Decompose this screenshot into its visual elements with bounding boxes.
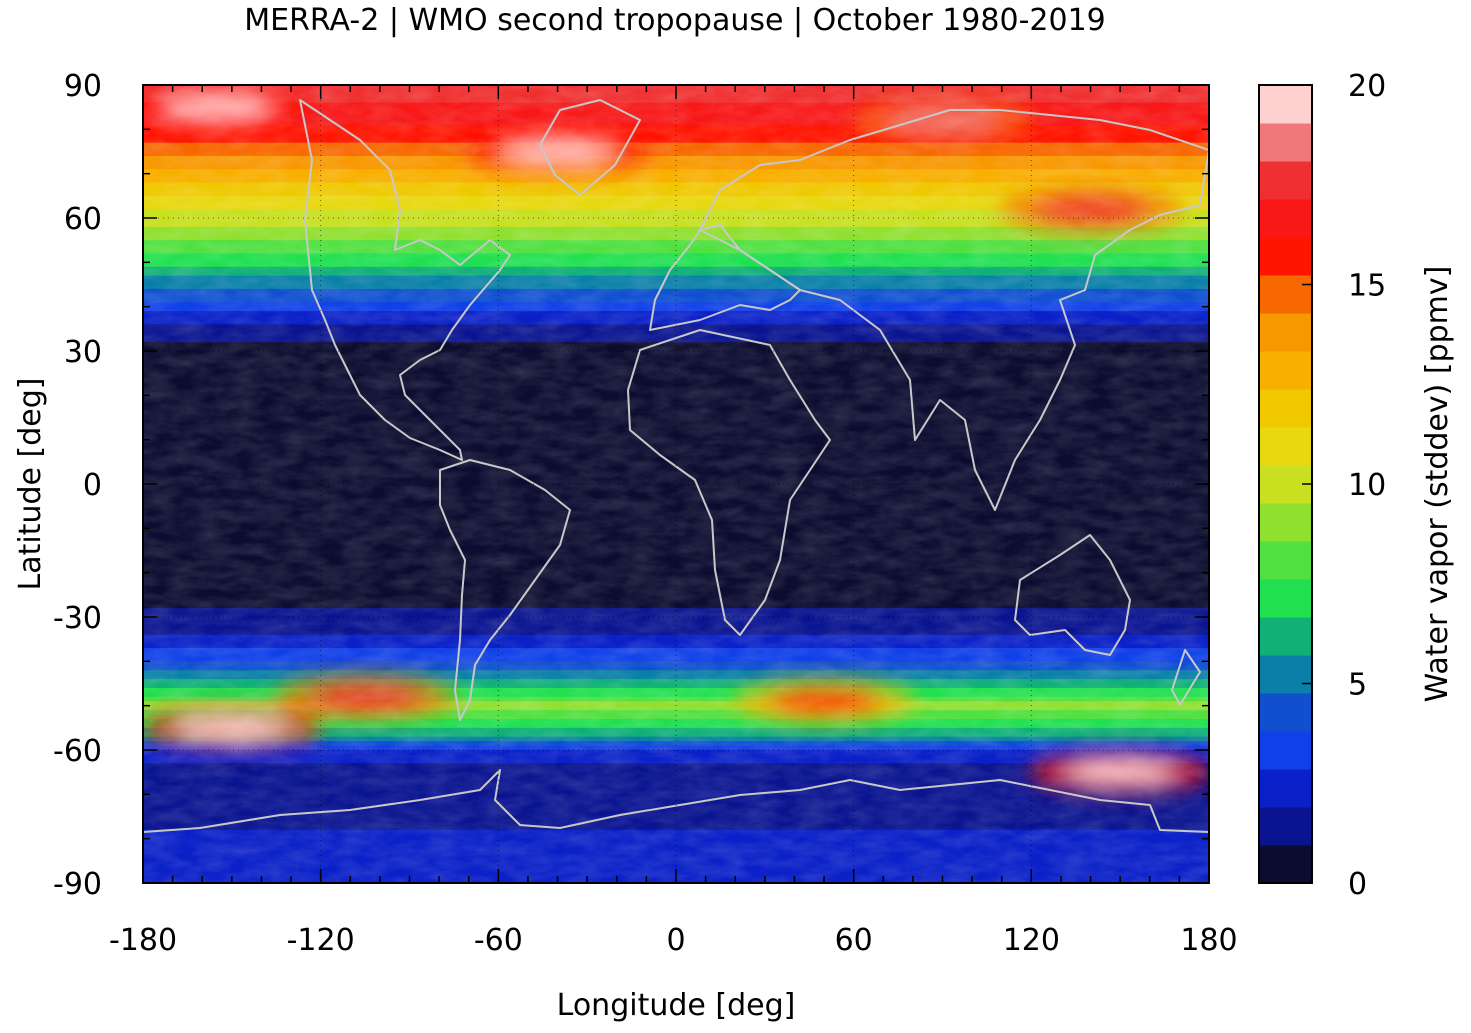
chart-title: MERRA-2 | WMO second tropopause | Octobe… <box>244 3 1106 38</box>
coastline-asia <box>699 109 1209 511</box>
colorbar-segment <box>1259 845 1312 884</box>
coastline-antarctica <box>143 769 1209 833</box>
coastlines <box>143 99 1209 833</box>
colorbar-segment <box>1259 579 1312 618</box>
colorbar-tick-label: 10 <box>1348 468 1386 503</box>
coastline-new-zealand <box>1171 649 1201 706</box>
colorbar-segment <box>1259 617 1312 656</box>
colorbar-label: Water vapor (stddev) [ppmv] <box>1420 266 1455 703</box>
colorbar-segment <box>1259 807 1312 846</box>
x-tick-label: 0 <box>666 923 685 958</box>
x-axis-label: Longitude [deg] <box>557 988 796 1023</box>
y-tick-label: 0 <box>83 468 102 503</box>
x-axis-ticks: -180 -120 -60 0 60 120 180 <box>109 85 1238 958</box>
y-tick-label: -60 <box>53 734 102 769</box>
y-tick-label: 60 <box>64 202 102 237</box>
y-tick-label: 30 <box>64 335 102 370</box>
colorbar-tick-label: 20 <box>1348 69 1386 104</box>
colorbar-tick-label: 0 <box>1348 867 1367 902</box>
colorbar-segment <box>1259 275 1312 314</box>
colorbar-segment <box>1259 693 1312 732</box>
colorbar-tick-label: 5 <box>1348 668 1367 703</box>
colorbar-segment <box>1259 123 1312 162</box>
coastline-greenland <box>539 99 641 196</box>
colorbar-segment <box>1259 85 1312 124</box>
x-tick-label: -180 <box>109 923 177 958</box>
y-axis-label: Latitude [deg] <box>13 378 48 591</box>
colorbar-segment <box>1259 161 1312 200</box>
coastline-australia <box>1014 534 1131 656</box>
y-tick-label: -30 <box>53 601 102 636</box>
colorbar-segment <box>1259 655 1312 694</box>
y-tick-label: 90 <box>64 69 102 104</box>
x-tick-label: -120 <box>287 923 355 958</box>
colorbar-segment <box>1259 541 1312 580</box>
y-tick-label: -90 <box>53 867 102 902</box>
colorbar-segment <box>1259 351 1312 390</box>
plot-area <box>143 85 1209 883</box>
colorbar-segment <box>1259 313 1312 352</box>
x-tick-label: -60 <box>474 923 523 958</box>
x-tick-label: 60 <box>835 923 873 958</box>
x-tick-label: 120 <box>1003 923 1060 958</box>
coastline-north-america <box>299 99 511 461</box>
colorbar-segment <box>1259 389 1312 428</box>
grid-lines <box>143 85 1209 883</box>
texture-overlay <box>143 85 1209 883</box>
colorbar-segment <box>1259 199 1312 238</box>
x-tick-label: 180 <box>1180 923 1237 958</box>
colorbar-tick-label: 15 <box>1348 269 1386 304</box>
colorbar-segment <box>1259 427 1312 466</box>
colorbar-segment <box>1259 731 1312 770</box>
coastline-africa <box>627 329 831 636</box>
coastline-south-america <box>439 459 571 721</box>
colorbar-segment <box>1259 237 1312 276</box>
colorbar-ticks: 20 15 10 5 0 <box>1302 69 1386 902</box>
colorbar-segment <box>1259 503 1312 542</box>
colorbar <box>1259 85 1312 884</box>
colorbar-segment <box>1259 769 1312 808</box>
y-axis-ticks: 90 60 30 0 -30 -60 -90 <box>53 69 1209 902</box>
